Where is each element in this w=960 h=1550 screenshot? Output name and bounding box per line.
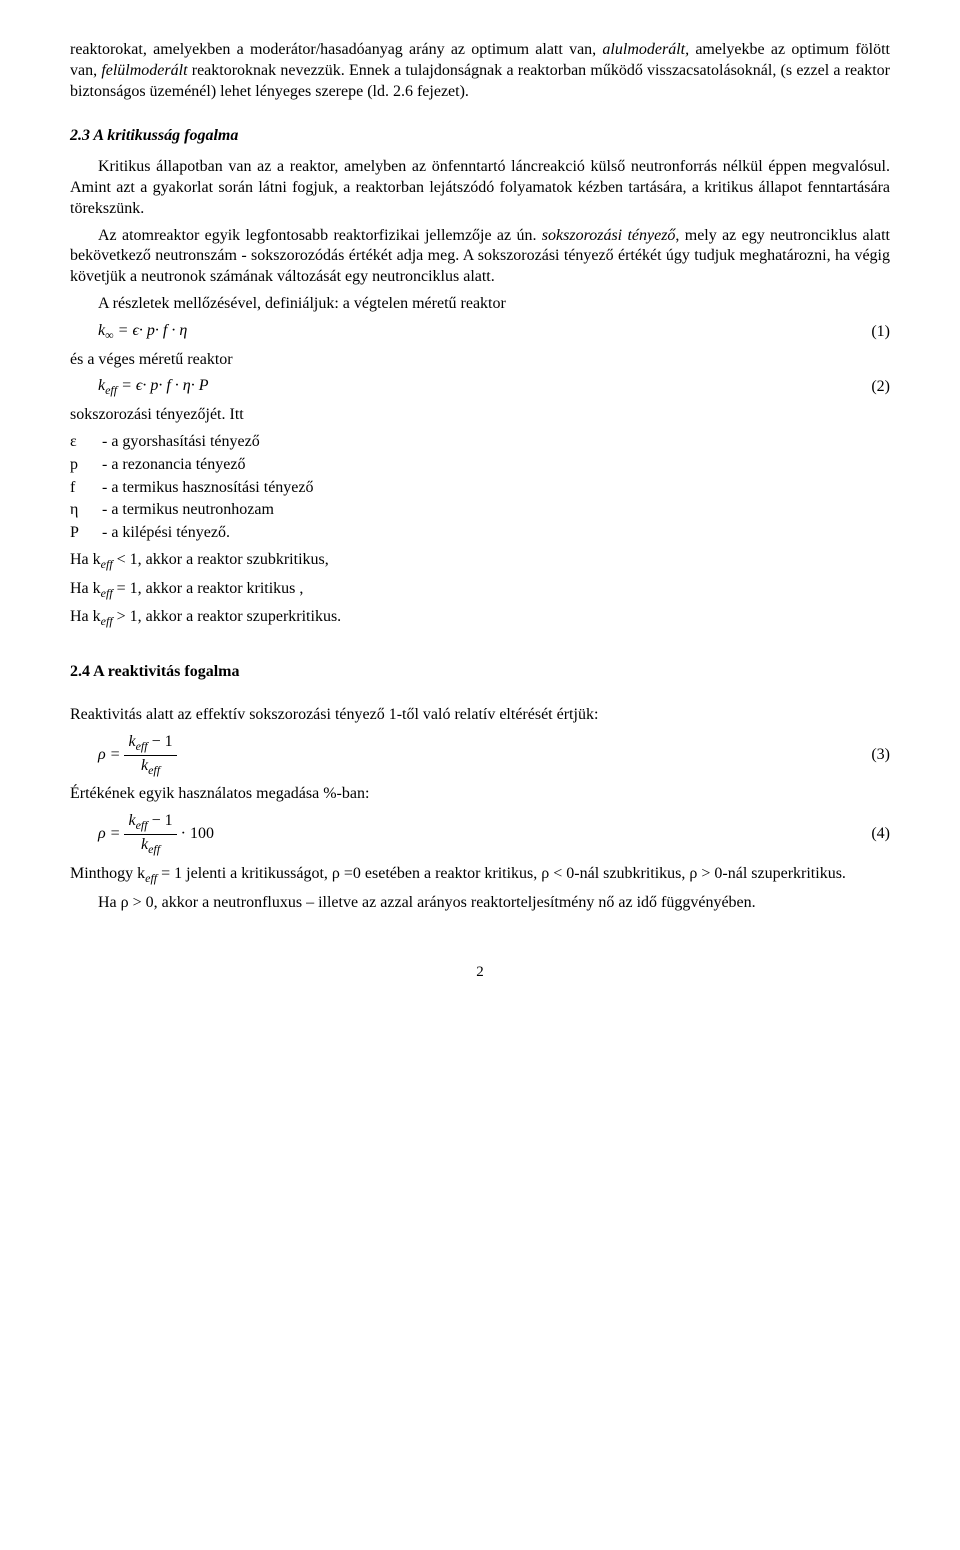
paragraph: Reaktivitás alatt az effektív sokszorozá… [70,705,890,726]
definition-row: η- a termikus neutronhozam [70,500,890,521]
condition-supercritical: Ha keff > 1, akkor a reaktor szuperkriti… [70,607,890,630]
rho-symbol: ρ = [98,746,120,763]
subscript: eff [148,763,160,777]
text-italic: felülmoderált [101,62,187,79]
definition-symbol: ε [70,432,102,453]
equation-number: (4) [850,824,890,845]
section-2-4-title: 2.4 A reaktivitás fogalma [70,662,890,683]
equation-2: keff = ϵ· p· f · η· P (2) [70,376,890,399]
text: k [128,733,135,750]
definition-text: - a kilépési tényező. [102,523,890,544]
text: reaktorokat, amelyekben a moderátor/hasa… [70,41,602,58]
definition-list: ε- a gyorshasítási tényezőp- a rezonanci… [70,432,890,544]
paragraph: Az atomreaktor egyik legfontosabb reakto… [70,226,890,288]
subscript: eff [136,818,148,832]
subscript: eff [148,842,160,856]
subscript: eff [145,871,157,885]
text: − 1 [148,812,173,829]
equation-4: ρ = keff − 1 keff · 100 (4) [70,811,890,858]
condition-critical: Ha keff = 1, akkor a reaktor kritikus , [70,579,890,602]
equation-number: (2) [850,377,890,398]
equation-number: (3) [850,745,890,766]
definition-text: - a termikus neutronhozam [102,500,890,521]
equation-body: k∞ = ϵ· p· f · η [70,321,850,344]
equation-number: (1) [850,322,890,343]
text: < 1, akkor a reaktor szubkritikus, [113,551,329,568]
paragraph-intro: reaktorokat, amelyekben a moderátor/hasa… [70,40,890,102]
equation-3: ρ = keff − 1 keff (3) [70,732,890,779]
definition-row: ε- a gyorshasítási tényező [70,432,890,453]
equation-body: ρ = keff − 1 keff [70,732,850,779]
subscript: eff [101,557,113,571]
text: > 1, akkor a reaktor szuperkritikus. [113,608,342,625]
definition-symbol: η [70,500,102,521]
text: reaktoroknak nevezzük. Ennek a tulajdons… [70,62,890,100]
text-italic: sokszorozási tényező [542,227,676,244]
definition-row: p- a rezonancia tényező [70,455,890,476]
definition-symbol: f [70,478,102,499]
definition-text: - a gyorshasítási tényező [102,432,890,453]
subscript: eff [101,615,113,629]
paragraph: A részletek mellőzésével, definiáljuk: a… [70,294,890,315]
condition-subcritical: Ha keff < 1, akkor a reaktor szubkritiku… [70,550,890,573]
definition-symbol: p [70,455,102,476]
text: · 100 [177,825,214,842]
subscript: eff [101,586,113,600]
page-number: 2 [70,963,890,983]
equation-body: ρ = keff − 1 keff · 100 [70,811,850,858]
text: Ha k [70,551,101,568]
fraction: keff − 1 keff [124,732,176,779]
text: k [128,812,135,829]
definition-row: P- a kilépési tényező. [70,523,890,544]
text: = 1 jelenti a kritikusságot, ρ =0 esetéb… [157,865,846,882]
fraction: keff − 1 keff [124,811,176,858]
definition-text: - a termikus hasznosítási tényező [102,478,890,499]
definition-text: - a rezonancia tényező [102,455,890,476]
equation-1: k∞ = ϵ· p· f · η (1) [70,321,890,344]
text: Minthogy k [70,865,145,882]
text: Ha k [70,608,101,625]
definition-symbol: P [70,523,102,544]
paragraph: sokszorozási tényezőjét. Itt [70,405,890,426]
subscript: eff [136,739,148,753]
text: = 1, akkor a reaktor kritikus , [113,580,304,597]
text-italic: alulmoderált, [602,41,689,58]
text: Ha k [70,580,101,597]
text: − 1 [148,733,173,750]
equation-body: keff = ϵ· p· f · η· P [70,376,850,399]
paragraph: Értékének egyik használatos megadása %-b… [70,784,890,805]
paragraph: és a véges méretű reaktor [70,350,890,371]
text: Az atomreaktor egyik legfontosabb reakto… [98,227,542,244]
definition-row: f- a termikus hasznosítási tényező [70,478,890,499]
paragraph: Kritikus állapotban van az a reaktor, am… [70,157,890,219]
paragraph: Ha ρ > 0, akkor a neutronfluxus – illetv… [70,893,890,914]
paragraph: Minthogy keff = 1 jelenti a kritikusságo… [70,864,890,887]
section-2-3-title: 2.3 A kritikusság fogalma [70,126,890,147]
rho-symbol: ρ = [98,825,120,842]
